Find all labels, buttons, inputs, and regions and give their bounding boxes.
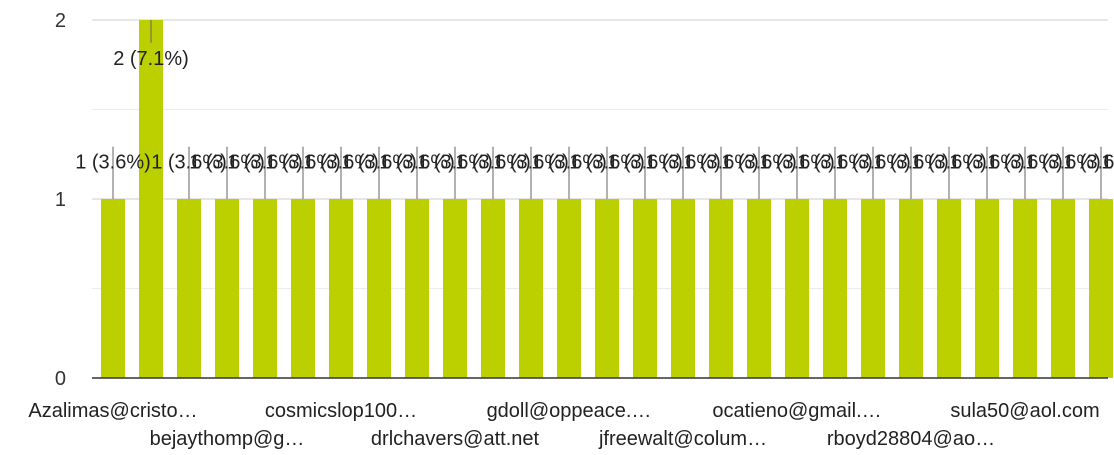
bar xyxy=(405,199,429,378)
data-label: 1 (3.6%) xyxy=(417,152,493,174)
data-label: 1 (3.6%) xyxy=(1101,152,1114,174)
data-labels: 1 (3.6%)2 (7.1%)1 (3.6%)1 (3.6%)1 (3.6%)… xyxy=(75,20,1114,199)
data-label: 1 (3.6%) xyxy=(683,152,759,174)
x-tick-label: ocatieno@gmail.… xyxy=(712,400,881,422)
data-label: 1 (3.6%) xyxy=(265,152,341,174)
bar xyxy=(823,199,847,378)
bar xyxy=(785,199,809,378)
data-label: 1 (3.6%) xyxy=(1025,152,1101,174)
y-tick-label: 0 xyxy=(55,368,66,390)
data-label: 1 (3.6%) xyxy=(379,152,455,174)
bar xyxy=(975,199,999,378)
bar xyxy=(519,199,543,378)
x-tick-labels: Azalimas@cristo… bejaythomp@g… cosmicslop1… xyxy=(28,400,1099,450)
bar xyxy=(937,199,961,378)
data-label: 1 (3.6%) xyxy=(303,152,379,174)
bar xyxy=(253,199,277,378)
y-tick-label: 2 xyxy=(55,10,66,32)
x-tick-label: Azalimas@cristo… xyxy=(28,400,197,422)
bar xyxy=(1089,199,1113,378)
data-label: 1 (3.6%) xyxy=(721,152,797,174)
data-label: 1 (3.6%) xyxy=(645,152,721,174)
x-tick-label: gdoll@oppeace.… xyxy=(487,400,652,422)
bar xyxy=(1051,199,1075,378)
data-label: 1 (3.6%) xyxy=(151,152,227,174)
x-tick-label: sula50@aol.com xyxy=(950,400,1099,422)
bar xyxy=(1013,199,1037,378)
bar xyxy=(101,199,125,378)
x-tick-label: cosmicslop100… xyxy=(265,400,417,422)
bar xyxy=(557,199,581,378)
data-label: 1 (3.6%) xyxy=(835,152,911,174)
data-label: 1 (3.6%) xyxy=(949,152,1025,174)
data-label: 1 (3.6%) xyxy=(227,152,303,174)
bar xyxy=(709,199,733,378)
x-tick-label: bejaythomp@g… xyxy=(150,428,305,450)
data-label: 1 (3.6%) xyxy=(797,152,873,174)
bar xyxy=(215,199,239,378)
data-label: 1 (3.6%) xyxy=(531,152,607,174)
x-tick-label: drlchavers@att.net xyxy=(371,428,540,450)
data-label: 1 (3.6%) xyxy=(341,152,417,174)
bar xyxy=(633,199,657,378)
data-label: 1 (3.6%) xyxy=(1063,152,1114,174)
bar xyxy=(747,199,771,378)
data-label: 1 (3.6%) xyxy=(455,152,531,174)
bar xyxy=(861,199,885,378)
bar xyxy=(139,20,163,378)
bar xyxy=(443,199,467,378)
bar xyxy=(367,199,391,378)
data-label: 2 (7.1%) xyxy=(113,48,189,70)
data-label: 1 (3.6%) xyxy=(987,152,1063,174)
bar xyxy=(329,199,353,378)
y-tick-label: 1 xyxy=(55,189,66,211)
bar xyxy=(481,199,505,378)
data-label: 1 (3.6%) xyxy=(493,152,569,174)
data-label: 1 (3.6%) xyxy=(75,152,151,174)
data-label: 1 (3.6%) xyxy=(189,152,265,174)
data-label: 1 (3.6%) xyxy=(873,152,949,174)
y-tick-labels: 0 1 2 xyxy=(55,10,66,390)
bars xyxy=(101,20,1113,378)
bar xyxy=(899,199,923,378)
x-tick-label: rboyd28804@ao… xyxy=(827,428,995,450)
data-label: 1 (3.6%) xyxy=(759,152,835,174)
bar xyxy=(671,199,695,378)
data-label: 1 (3.6%) xyxy=(911,152,987,174)
data-label: 1 (3.6%) xyxy=(569,152,645,174)
bar xyxy=(595,199,619,378)
bar xyxy=(291,199,315,378)
data-label: 1 (3.6%) xyxy=(607,152,683,174)
x-tick-label: jfreewalt@colum… xyxy=(598,428,767,450)
bar xyxy=(177,199,201,378)
